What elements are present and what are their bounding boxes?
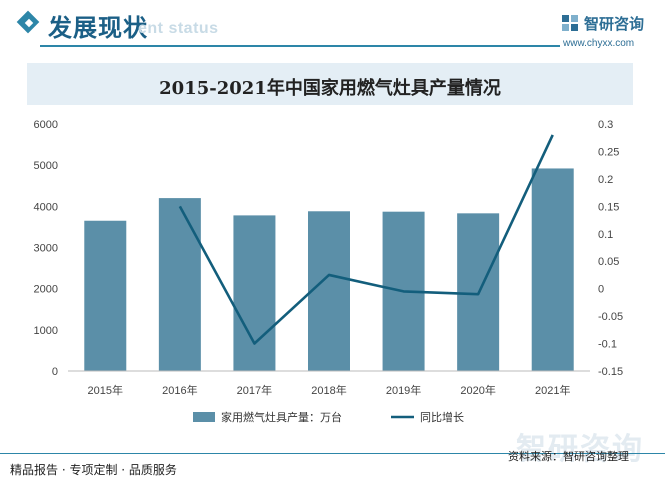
brand-logo-icon xyxy=(562,15,578,31)
y-left-tick-label: 0 xyxy=(52,366,58,378)
y-left-tick-label: 5000 xyxy=(34,160,58,172)
header-divider xyxy=(40,45,560,47)
y-right-tick-label: 0.3 xyxy=(598,119,613,131)
y-left-tick-label: 1000 xyxy=(34,325,58,337)
brand-name: 智研咨询 xyxy=(584,15,645,33)
x-tick-label: 2018年 xyxy=(311,383,346,397)
watermark-text: 智研咨询 xyxy=(516,432,644,467)
brand-url: www.chyxx.com xyxy=(563,38,635,49)
x-tick-label: 2019年 xyxy=(386,383,421,397)
section-subtitle: ent status xyxy=(138,20,219,37)
chart-title: 2015-2021年中国家用燃气灶具产量情况 xyxy=(159,78,501,99)
y-right-tick-label: 0.2 xyxy=(598,174,613,186)
y-right-tick-label: 0.15 xyxy=(598,201,619,213)
legend-swatch-bar xyxy=(193,412,215,422)
y-right-tick-label: -0.15 xyxy=(598,366,623,378)
page-header: 发展现状 ent status 智研咨询 www.chyxx.com xyxy=(0,0,665,56)
y-left-tick-label: 2000 xyxy=(34,284,58,296)
y-left-tick-label: 4000 xyxy=(34,201,58,213)
x-tick-label: 2020年 xyxy=(460,383,495,397)
legend-label-bar: 家用燃气灶具产量：万台 xyxy=(221,410,342,424)
bar xyxy=(531,168,574,371)
y-right-tick-label: 0 xyxy=(598,284,604,296)
y-left-tick-label: 3000 xyxy=(34,243,58,255)
source-note: 资料来源：智研咨询整理 xyxy=(508,450,629,463)
x-tick-label: 2015年 xyxy=(88,383,123,397)
y-right-tick-label: 0.25 xyxy=(598,146,619,158)
y-right-tick-label: -0.1 xyxy=(598,339,617,351)
y-left-tick-label: 6000 xyxy=(34,119,58,131)
legend-label-line: 同比增长 xyxy=(420,410,464,424)
footer-divider xyxy=(0,453,665,454)
bar xyxy=(84,220,127,371)
y-right-tick-label: -0.05 xyxy=(598,311,623,323)
bar xyxy=(308,211,350,371)
x-tick-label: 2021年 xyxy=(535,383,570,397)
x-tick-label: 2016年 xyxy=(162,383,197,397)
line-series-growth xyxy=(178,134,554,345)
footer-tagline: 精品报告 · 专项定制 · 品质服务 xyxy=(10,463,177,477)
bar xyxy=(158,198,201,371)
section-title: 发展现状 xyxy=(48,14,148,42)
x-tick-label: 2017年 xyxy=(237,383,272,397)
chart-title-band xyxy=(27,63,633,105)
y-right-tick-label: 0.1 xyxy=(598,229,613,241)
y-right-tick-label: 0.05 xyxy=(598,256,619,268)
bar xyxy=(233,215,276,371)
